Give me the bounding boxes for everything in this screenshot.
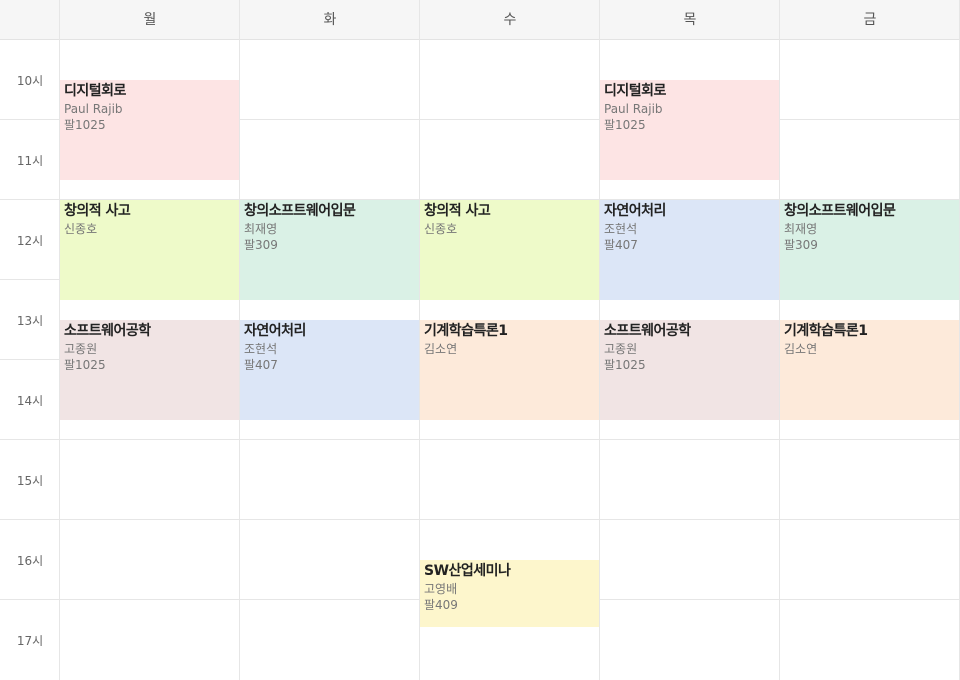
day-header-row: 월 화 수 목 금 bbox=[0, 0, 960, 40]
course-block-thu-digital[interactable]: 디지털회로 Paul Rajib 팔1025 bbox=[600, 80, 779, 180]
course-professor: 최재영 bbox=[784, 222, 818, 236]
course-professor: Paul Rajib bbox=[604, 102, 663, 116]
hour-divider bbox=[0, 519, 960, 520]
day-divider bbox=[779, 0, 780, 680]
course-professor: 최재영 bbox=[244, 222, 278, 236]
course-room: 팔309 bbox=[784, 238, 818, 252]
course-room: 팔1025 bbox=[64, 358, 106, 372]
time-label-14: 14시 bbox=[16, 394, 44, 408]
course-name: 창의소프트웨어입문 bbox=[244, 203, 356, 219]
time-label-12: 12시 bbox=[16, 234, 44, 248]
day-divider bbox=[239, 0, 240, 680]
hour-divider bbox=[0, 439, 960, 440]
course-room: 팔1025 bbox=[604, 118, 646, 132]
course-name: SW산업세미나 bbox=[424, 563, 511, 579]
course-room: 팔1025 bbox=[604, 358, 646, 372]
course-name: 소프트웨어공학 bbox=[604, 323, 691, 339]
time-label-11: 11시 bbox=[16, 154, 44, 168]
course-name: 자연어처리 bbox=[244, 323, 306, 339]
course-professor: 김소연 bbox=[784, 342, 818, 356]
course-professor: 조현석 bbox=[244, 342, 278, 356]
course-professor: 고종원 bbox=[604, 342, 638, 356]
course-professor: Paul Rajib bbox=[64, 102, 123, 116]
course-name: 디지털회로 bbox=[64, 83, 126, 99]
course-name: 디지털회로 bbox=[604, 83, 666, 99]
day-header-mon: 월 bbox=[143, 12, 157, 28]
course-name: 창의적 사고 bbox=[424, 203, 491, 219]
day-divider bbox=[59, 0, 60, 680]
time-label-17: 17시 bbox=[16, 634, 44, 648]
course-room: 팔407 bbox=[604, 238, 638, 252]
course-room: 팔309 bbox=[244, 238, 278, 252]
course-professor: 김소연 bbox=[424, 342, 458, 356]
course-block-fri-ml[interactable]: 기계학습특론1 김소연 bbox=[780, 320, 959, 420]
course-professor: 신종호 bbox=[64, 222, 98, 236]
course-name: 창의적 사고 bbox=[64, 203, 131, 219]
hour-divider bbox=[0, 199, 960, 200]
time-label-16: 16시 bbox=[16, 554, 44, 568]
course-block-wed-ml[interactable]: 기계학습특론1 김소연 bbox=[420, 320, 599, 420]
course-name: 자연어처리 bbox=[604, 203, 666, 219]
course-room: 팔407 bbox=[244, 358, 278, 372]
course-professor: 조현석 bbox=[604, 222, 638, 236]
course-professor: 고영배 bbox=[424, 582, 458, 596]
course-name: 소프트웨어공학 bbox=[64, 323, 151, 339]
time-label-13: 13시 bbox=[16, 314, 44, 328]
course-professor: 고종원 bbox=[64, 342, 98, 356]
course-block-mon-digital[interactable]: 디지털회로 Paul Rajib 팔1025 bbox=[60, 80, 239, 180]
course-name: 기계학습특론1 bbox=[784, 323, 868, 339]
course-name: 창의소프트웨어입문 bbox=[784, 203, 896, 219]
day-divider bbox=[599, 0, 600, 680]
day-header-thu: 목 bbox=[683, 12, 697, 28]
hour-divider bbox=[0, 119, 960, 120]
course-name: 기계학습특론1 bbox=[424, 323, 508, 339]
course-professor: 신종호 bbox=[424, 222, 458, 236]
time-label-15: 15시 bbox=[16, 474, 44, 488]
day-header-wed: 수 bbox=[503, 12, 517, 28]
course-room: 팔1025 bbox=[64, 118, 106, 132]
day-header-fri: 금 bbox=[863, 12, 877, 28]
course-room: 팔409 bbox=[424, 598, 458, 612]
time-label-10: 10시 bbox=[16, 74, 44, 88]
day-header-tue: 화 bbox=[323, 12, 337, 28]
day-divider bbox=[419, 0, 420, 680]
